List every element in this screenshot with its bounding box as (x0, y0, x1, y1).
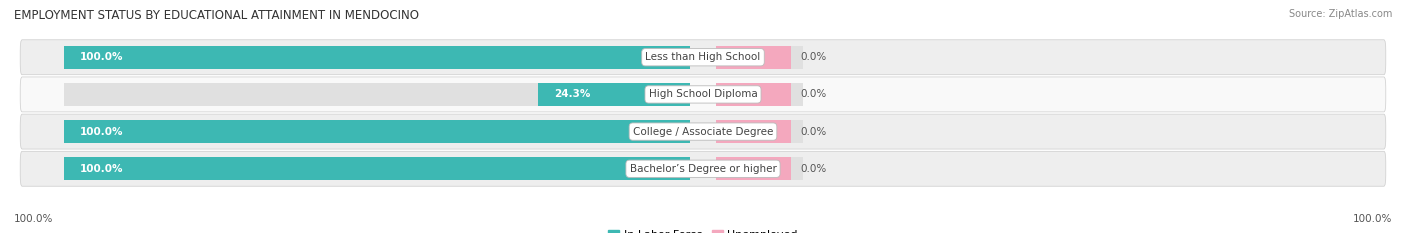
Bar (716, 157, 790, 180)
Text: 100.0%: 100.0% (80, 164, 124, 174)
Bar (65, 157, 690, 180)
Bar (65, 120, 690, 143)
FancyBboxPatch shape (20, 151, 1386, 186)
Bar (716, 157, 803, 180)
Bar (716, 83, 803, 106)
Bar (65, 120, 690, 143)
Bar (716, 120, 790, 143)
Text: 24.3%: 24.3% (554, 89, 591, 99)
Text: 100.0%: 100.0% (80, 52, 124, 62)
Bar (65, 46, 690, 69)
Text: 100.0%: 100.0% (80, 127, 124, 137)
Text: High School Diploma: High School Diploma (648, 89, 758, 99)
Bar (716, 83, 790, 106)
Text: 0.0%: 0.0% (800, 164, 827, 174)
Bar (65, 83, 690, 106)
Text: College / Associate Degree: College / Associate Degree (633, 127, 773, 137)
Text: 100.0%: 100.0% (1353, 214, 1392, 224)
Bar (716, 120, 803, 143)
Text: Less than High School: Less than High School (645, 52, 761, 62)
FancyBboxPatch shape (20, 114, 1386, 149)
Bar (65, 46, 690, 69)
Legend: In Labor Force, Unemployed: In Labor Force, Unemployed (603, 226, 803, 233)
Text: Source: ZipAtlas.com: Source: ZipAtlas.com (1288, 9, 1392, 19)
Text: 0.0%: 0.0% (800, 52, 827, 62)
Bar (716, 46, 790, 69)
Text: Bachelor’s Degree or higher: Bachelor’s Degree or higher (630, 164, 776, 174)
Bar (716, 46, 803, 69)
Bar (65, 157, 690, 180)
Text: 0.0%: 0.0% (800, 89, 827, 99)
Text: 0.0%: 0.0% (800, 127, 827, 137)
Bar (538, 83, 690, 106)
Text: 100.0%: 100.0% (14, 214, 53, 224)
FancyBboxPatch shape (20, 40, 1386, 75)
Text: EMPLOYMENT STATUS BY EDUCATIONAL ATTAINMENT IN MENDOCINO: EMPLOYMENT STATUS BY EDUCATIONAL ATTAINM… (14, 9, 419, 22)
FancyBboxPatch shape (20, 77, 1386, 112)
